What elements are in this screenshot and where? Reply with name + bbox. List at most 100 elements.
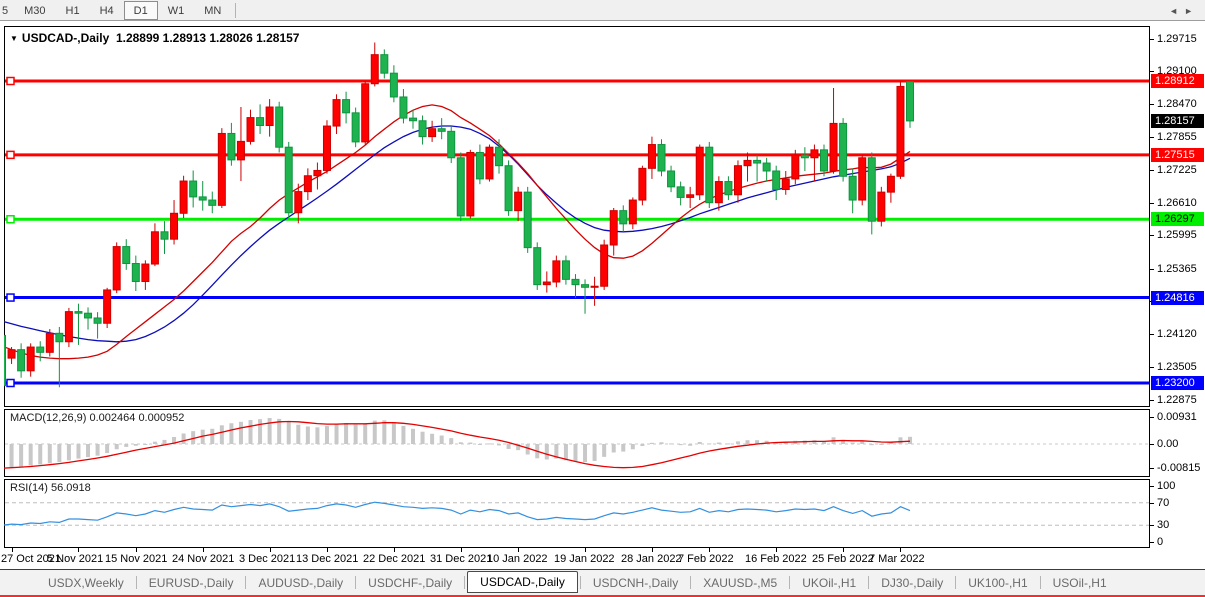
price-axis-label: 1.24120 bbox=[1157, 328, 1197, 340]
macd-histogram-bar bbox=[669, 443, 674, 445]
price-axis-label: -0.00815 bbox=[1157, 462, 1201, 474]
chart-tab-usdchf-daily[interactable]: USDCHF-,Daily bbox=[368, 575, 453, 590]
macd-histogram-bar bbox=[286, 422, 291, 444]
timeframe-button-m30[interactable]: M30 bbox=[24, 4, 46, 17]
chart-symbol-label: USDCAD-,Daily bbox=[21, 31, 110, 45]
macd-histogram-bar bbox=[745, 440, 750, 444]
macd-histogram-bar bbox=[162, 439, 167, 444]
timeframe-button-w1[interactable]: W1 bbox=[167, 4, 185, 17]
price-chart-panel[interactable] bbox=[4, 26, 1150, 407]
chart-tab-ukoil-h1[interactable]: UKOil-,H1 bbox=[802, 575, 857, 590]
macd-histogram-bar bbox=[76, 444, 81, 459]
macd-histogram-bar bbox=[573, 444, 578, 462]
axis-tick-mark bbox=[1150, 137, 1154, 138]
chart-tab-eurusd-daily[interactable]: EURUSD-,Daily bbox=[148, 575, 234, 590]
tab-scroll-left-icon[interactable]: ◄ bbox=[1169, 6, 1185, 16]
candle-body bbox=[858, 157, 867, 201]
candle-body bbox=[733, 165, 742, 196]
axis-tick-mark bbox=[1150, 104, 1154, 105]
timeframe-button-d1[interactable]: D1 bbox=[123, 0, 158, 20]
macd-histogram-bar bbox=[659, 442, 664, 444]
axis-tick-mark bbox=[1150, 468, 1154, 469]
candle-body bbox=[17, 349, 26, 372]
rsi-line bbox=[4, 501, 911, 526]
candle-body bbox=[122, 246, 131, 265]
date-axis-label: 5 Nov 2021 bbox=[47, 553, 104, 565]
line-anchor-1.27515[interactable] bbox=[6, 150, 15, 160]
date-axis-label: 10 Jan 2022 bbox=[487, 553, 548, 565]
ma-slow-line bbox=[4, 125, 911, 343]
candle-body bbox=[523, 191, 532, 249]
macd-histogram-bar bbox=[487, 443, 492, 445]
macd-histogram-bar bbox=[95, 444, 100, 456]
candle-body bbox=[590, 285, 599, 288]
macd-histogram-bar bbox=[888, 442, 893, 444]
date-tick-mark bbox=[327, 548, 328, 552]
tab-separator bbox=[355, 576, 357, 589]
candle-body bbox=[466, 151, 475, 217]
candle-body bbox=[313, 169, 322, 177]
chart-tab-uk100-h1[interactable]: UK100-,H1 bbox=[968, 575, 1028, 590]
chart-tab-usoil-h1[interactable]: USOil-,H1 bbox=[1052, 575, 1107, 590]
chart-tab-dj30-daily[interactable]: DJ30-,Daily bbox=[881, 575, 944, 590]
candle-body bbox=[198, 196, 207, 201]
candle-body bbox=[877, 191, 886, 222]
candle-body bbox=[762, 162, 771, 172]
timeframe-button-mn[interactable]: MN bbox=[204, 4, 222, 17]
line-anchor-1.23200[interactable] bbox=[6, 378, 15, 388]
macd-histogram-bar bbox=[181, 433, 186, 444]
tab-scroll-right-icon[interactable]: ► bbox=[1184, 6, 1199, 16]
chart-tab-xauusd-m5[interactable]: XAUUSD-,M5 bbox=[703, 575, 778, 590]
tab-separator bbox=[135, 576, 137, 589]
macd-histogram-bar bbox=[124, 444, 129, 447]
macd-histogram-bar bbox=[649, 442, 654, 444]
candle-body bbox=[294, 191, 303, 214]
rsi-panel[interactable] bbox=[4, 479, 1150, 548]
date-tick-mark bbox=[843, 548, 844, 552]
candle-body bbox=[781, 178, 790, 190]
macd-histogram-bar bbox=[363, 423, 368, 444]
chart-tab-usdcad-daily[interactable]: USDCAD-,Daily bbox=[467, 570, 578, 593]
macd-histogram-bar bbox=[477, 444, 482, 445]
candle-body bbox=[275, 106, 284, 148]
candle-body bbox=[504, 165, 513, 212]
line-anchor-1.28912[interactable] bbox=[6, 76, 15, 86]
macd-histogram-bar bbox=[344, 422, 349, 444]
macd-histogram-bar bbox=[258, 419, 263, 444]
macd-main-value: 0.002464 bbox=[89, 412, 136, 424]
chart-tab-audusd-daily[interactable]: AUDUSD-,Daily bbox=[258, 575, 344, 590]
macd-histogram-bar bbox=[410, 428, 415, 444]
rsi-panel-frame bbox=[4, 479, 1150, 548]
candle-body bbox=[552, 260, 561, 283]
price-axis[interactable]: 1.29715 1.29100 1.28470 1.27855 1.27225 1.266… bbox=[1150, 22, 1205, 552]
axis-tick-mark bbox=[1150, 400, 1154, 401]
candle-body bbox=[322, 125, 331, 171]
tab-separator bbox=[789, 576, 791, 589]
macd-histogram-bar bbox=[583, 444, 588, 463]
price-axis-label: 0.00931 bbox=[1157, 411, 1197, 423]
candle-body bbox=[64, 311, 73, 343]
chart-tab-usdx-weekly[interactable]: USDX,Weekly bbox=[48, 575, 124, 590]
candle-body bbox=[839, 122, 848, 177]
toolbar-separator bbox=[235, 2, 237, 18]
axis-tick-mark bbox=[1150, 235, 1154, 236]
date-axis-label: 15 Nov 2021 bbox=[105, 553, 168, 565]
chart-tab-usdcnh-daily[interactable]: USDCNH-,Daily bbox=[592, 575, 679, 590]
candle-body bbox=[791, 154, 800, 180]
date-tick-mark bbox=[78, 548, 79, 552]
line-anchor-1.24816[interactable] bbox=[6, 293, 15, 302]
date-axis-label: 24 Nov 2021 bbox=[172, 553, 235, 565]
candle-body bbox=[542, 281, 551, 286]
macd-panel-frame bbox=[4, 409, 1150, 477]
line-anchor-1.26297[interactable] bbox=[6, 215, 15, 224]
macd-panel[interactable] bbox=[4, 409, 1150, 477]
timeframe-button-5[interactable]: 5 bbox=[2, 4, 9, 17]
timeframe-button-h4[interactable]: H4 bbox=[99, 4, 114, 17]
timeframe-button-h1[interactable]: H1 bbox=[65, 4, 80, 17]
candle-body bbox=[131, 263, 140, 282]
chart-title: ▼ USDCAD-,Daily 1.28899 1.28913 1.28026 1… bbox=[10, 31, 299, 45]
macd-histogram-bar bbox=[544, 444, 549, 460]
axis-tick-mark bbox=[1150, 334, 1154, 335]
macd-histogram-bar bbox=[841, 439, 846, 444]
chevron-down-icon[interactable]: ▼ bbox=[10, 34, 18, 43]
